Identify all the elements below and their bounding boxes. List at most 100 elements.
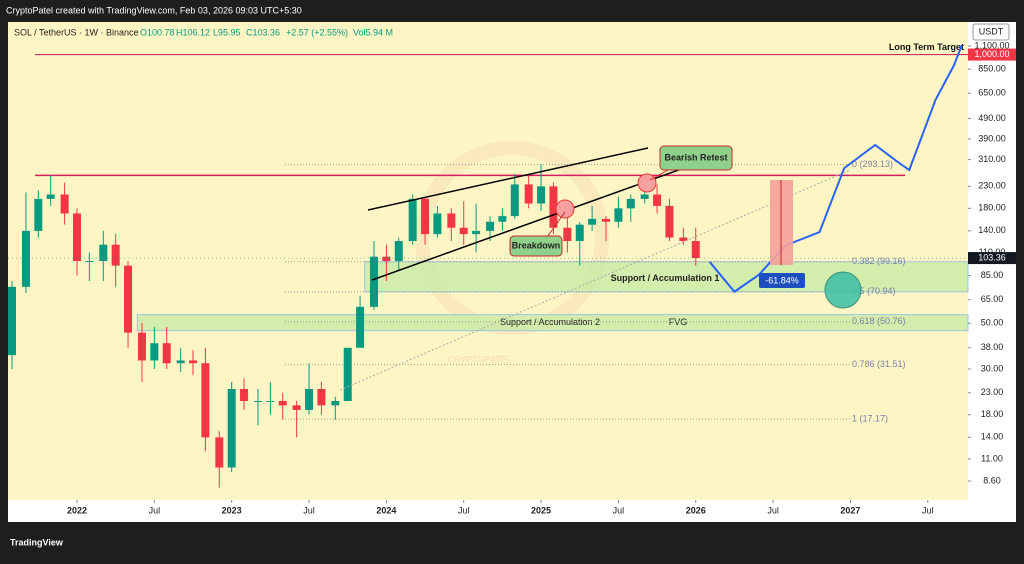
candle-body — [588, 218, 597, 225]
fib-label: 0.382 (99.16) — [852, 256, 906, 266]
y-tick-label: 650.00 — [978, 88, 1006, 98]
candle-body — [60, 194, 69, 214]
drop-label: -61.84% — [765, 275, 799, 285]
candle-body — [292, 405, 301, 410]
high: H106.12 — [176, 27, 210, 37]
candle-body — [46, 194, 55, 199]
candle-body — [498, 216, 507, 222]
x-tick-label: 2025 — [531, 505, 551, 515]
x-tick-label: Jul — [767, 505, 779, 515]
candle-body — [189, 360, 198, 364]
target-tag — [968, 48, 1016, 61]
y-tick-label: 230.00 — [978, 181, 1006, 191]
y-tick-label: 180.00 — [978, 203, 1006, 213]
y-tick-label: 310.00 — [978, 154, 1006, 164]
price-tag-label: 103.36 — [978, 252, 1006, 262]
candle-body — [162, 343, 171, 364]
zone-label: Support / Accumulation 1 — [611, 273, 720, 283]
y-tick-label: 850.00 — [978, 64, 1006, 74]
candle-body — [679, 237, 688, 242]
candle-body — [343, 347, 352, 401]
drop-box — [759, 273, 805, 288]
low: L95.95 — [213, 27, 241, 37]
candle-body — [575, 224, 584, 242]
breakdown-circle — [555, 199, 575, 219]
candle-body — [691, 241, 700, 259]
x-tick-label: 2026 — [686, 505, 706, 515]
y-tick-label: 14.00 — [981, 432, 1004, 442]
legend: SOL / TetherUS · 1W · Binance O100.78 H1… — [14, 27, 393, 37]
target-tag-label: 1,000.00 — [974, 49, 1009, 59]
candle-body — [317, 389, 326, 406]
breakdown-box — [509, 235, 563, 257]
y-tick-label: 18.00 — [981, 409, 1004, 419]
target-text: Long Term Target — [889, 42, 964, 52]
candle-body — [21, 230, 30, 287]
candle-body — [549, 186, 558, 228]
candle-body — [201, 363, 210, 438]
retest-pointer — [649, 169, 669, 181]
y-tick-label: 38.00 — [981, 342, 1004, 352]
candle-body — [124, 265, 133, 333]
y-tick-label: 30.00 — [981, 363, 1004, 373]
y-tick-label: 50.00 — [981, 318, 1004, 328]
x-tick-label: Jul — [922, 505, 934, 515]
retest-circle — [637, 173, 657, 193]
fib-label: 0 (293.13) — [852, 159, 893, 169]
candle-body — [459, 227, 468, 235]
breakdown-pointer — [544, 211, 566, 241]
candle-body — [137, 332, 146, 361]
candle-body — [653, 194, 662, 206]
change: +2.57 (+2.55%) — [286, 27, 348, 37]
open: O100.78 — [140, 27, 175, 37]
footer: TradingView — [10, 537, 64, 547]
candle-body — [34, 198, 43, 231]
x-tick-label: Jul — [613, 505, 625, 515]
watermark: CRYPTOPATEL — [447, 354, 513, 364]
candle-body — [240, 389, 249, 401]
y-tick-label: 110.00 — [979, 247, 1006, 257]
candle-body — [537, 186, 546, 204]
candle-body — [602, 218, 611, 222]
candle-body — [614, 208, 623, 222]
y-tick-label: 11.00 — [981, 453, 1003, 463]
fib-label: 0.5 (70.94) — [852, 286, 896, 296]
x-tick-label: 2027 — [840, 505, 860, 515]
plot-area — [8, 22, 968, 500]
y-tick-label: 490.00 — [978, 113, 1006, 123]
candle-body — [369, 256, 378, 307]
candle-body — [305, 389, 314, 410]
x-tick-label: Jul — [149, 505, 161, 515]
y-tick-label: 1,100.00 — [974, 40, 1009, 50]
volume: Vol5.94 M — [353, 27, 393, 37]
candle-body — [394, 241, 403, 262]
y-tick-label: 390.00 — [978, 133, 1006, 143]
candle-body — [447, 213, 456, 228]
y-tick-label: 85.00 — [981, 270, 1004, 280]
candle-body — [331, 400, 340, 406]
candle-body — [150, 343, 159, 361]
y-tick-label: 65.00 — [981, 294, 1004, 304]
fib-label: 0.618 (50.76) — [852, 316, 906, 326]
candle-body — [72, 213, 81, 262]
candle-body — [176, 360, 185, 364]
x-tick-label: Jul — [458, 505, 470, 515]
support-zone — [364, 261, 969, 293]
candle-body — [227, 389, 236, 468]
x-tick-label: 2023 — [222, 505, 242, 515]
trend-line — [339, 169, 851, 391]
candle-body — [215, 437, 224, 468]
candle-body — [8, 286, 17, 356]
candle-body — [253, 400, 262, 402]
breakdown-label: Breakdown — [512, 240, 561, 250]
candle-body — [111, 244, 120, 266]
close: C103.36 — [246, 27, 280, 37]
candle-body — [421, 198, 430, 235]
candle-body — [382, 256, 391, 262]
y-tick-label: 140.00 — [978, 225, 1006, 235]
candle-body — [510, 184, 519, 217]
y-tick-label: 23.00 — [981, 387, 1004, 397]
time-axis — [8, 500, 1016, 522]
